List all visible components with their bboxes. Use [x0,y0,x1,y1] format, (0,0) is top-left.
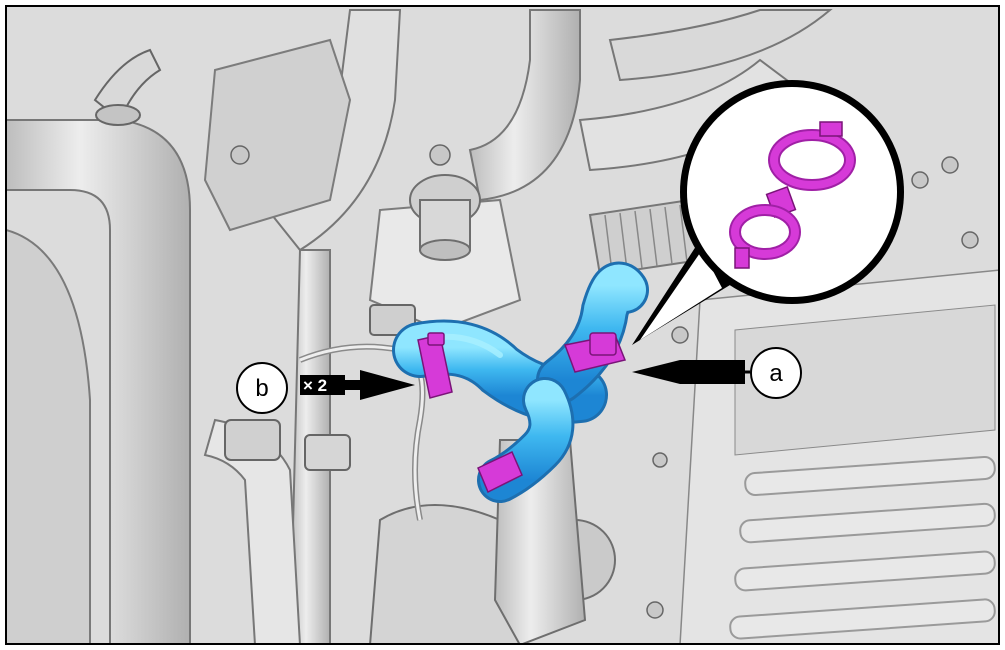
hose-clamps [417,332,627,494]
callout-b: b × 2 [236,362,327,414]
bolts [230,144,979,619]
callout-b-quantity: × 2 [303,376,327,395]
figure-frame [5,5,1000,645]
callout-arrow-a [632,360,750,384]
callout-b-label: b [255,375,268,402]
callout-arrow-b [300,370,415,400]
clamp-lower [477,450,523,494]
detail-inset [632,80,904,345]
tray-ribs [729,455,996,640]
callout-a: a [750,347,802,399]
callout-a-label: a [769,360,783,387]
clamp-detail-icon [729,121,856,269]
